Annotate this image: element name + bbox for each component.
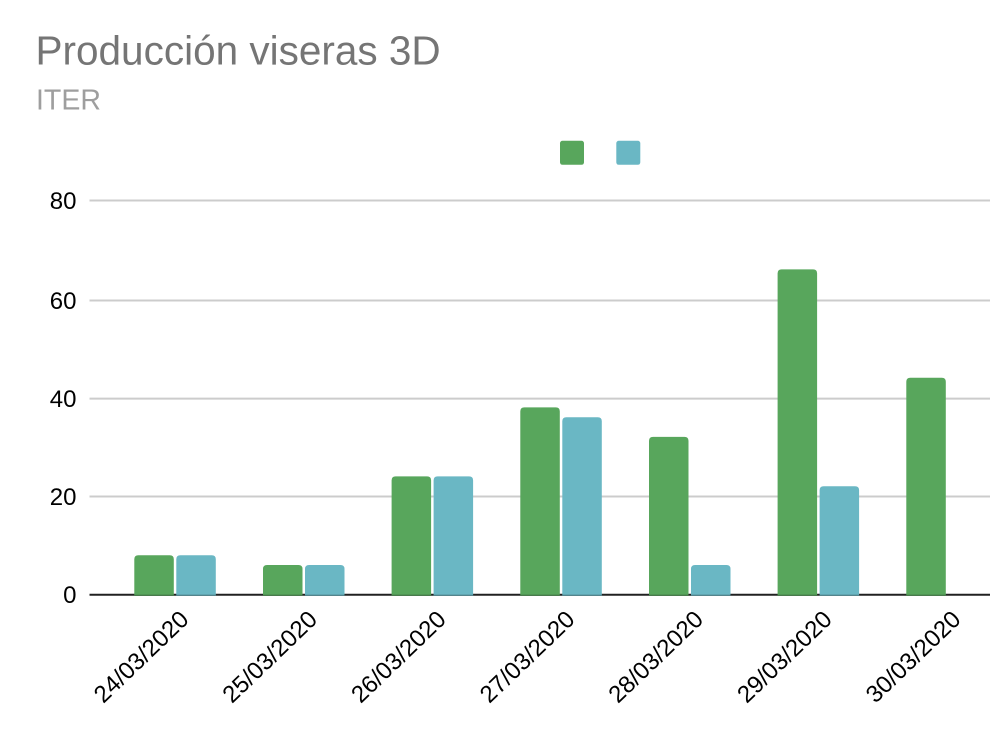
svg-text:80: 80 [50, 188, 77, 215]
svg-text:0: 0 [63, 582, 76, 609]
svg-text:20: 20 [50, 484, 77, 511]
svg-text:40: 40 [50, 386, 77, 413]
svg-text:60: 60 [50, 288, 77, 315]
svg-text:Producción viseras 3D: Producción viseras 3D [36, 28, 441, 74]
svg-text:ITER: ITER [36, 85, 101, 117]
